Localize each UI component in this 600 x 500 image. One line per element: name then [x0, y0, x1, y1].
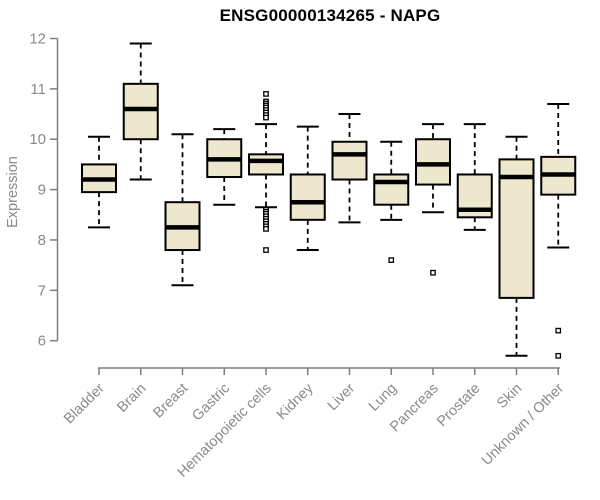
y-axis-tick-label: 7 [38, 282, 46, 299]
boxplot-bladder [81, 135, 117, 229]
iqr-box [122, 82, 159, 141]
iqr-box [373, 173, 410, 206]
boxplot-prostate [456, 123, 493, 231]
y-axis-tick-label: 11 [30, 81, 46, 98]
boxplot-unknown-other [540, 102, 577, 359]
x-axis-category-label: Kidney [274, 380, 317, 423]
chart-title: ENSG00000134265 - NAPG [219, 6, 441, 25]
boxplot-lung [373, 140, 410, 263]
x-axis-category-label: Breast [150, 381, 191, 422]
y-axis-tick-label: 6 [38, 333, 46, 350]
boxplot-hematopoietic-cells [248, 91, 284, 253]
x-axis-category-label: Prostate [434, 381, 483, 430]
outlier-point [388, 257, 395, 263]
outlier-point [263, 91, 269, 97]
boxplot-pancreas [415, 123, 451, 276]
iqr-box [498, 158, 535, 299]
outlier-point [263, 114, 269, 121]
outlier-point [263, 226, 269, 232]
y-axis-tick-label: 8 [38, 232, 46, 249]
y-axis-tick-label: 12 [29, 31, 46, 48]
outlier-point [555, 327, 562, 334]
y-axis-tick-label: 10 [29, 131, 46, 148]
outlier-point [263, 247, 269, 253]
iqr-box [415, 138, 451, 186]
iqr-box [331, 140, 368, 181]
outlier-point [555, 352, 562, 359]
x-axis-category-label: Brain [114, 381, 149, 416]
y-axis-tick-label: 9 [38, 182, 46, 199]
x-axis-category-label: Liver [325, 380, 359, 414]
iqr-box [248, 153, 284, 176]
boxplot-brain [122, 42, 159, 181]
boxplot-skin [498, 135, 535, 357]
x-axis-category-label: Bladder [61, 380, 108, 427]
outlier-point [430, 269, 436, 276]
x-axis-category-label: Skin [494, 381, 525, 412]
x-axis-category-label: Lung [366, 381, 400, 415]
boxplot-kidney [289, 125, 326, 252]
boxplot-breast [164, 133, 201, 287]
boxplot-liver [331, 113, 368, 224]
iqr-box [289, 173, 326, 221]
boxplot-gastric [206, 128, 243, 206]
